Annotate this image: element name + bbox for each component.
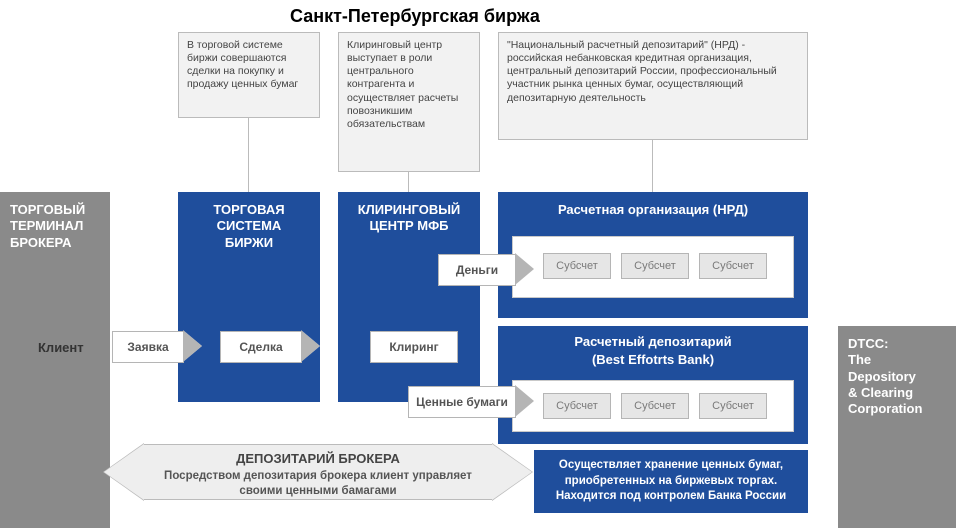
broker-terminal: ТОРГОВЫЙ ТЕРМИНАЛ БРОКЕРА (0, 192, 110, 528)
settlement-depo-inner: Субсчет Субсчет Субсчет (512, 380, 794, 432)
dtcc-l5: Corporation (848, 401, 946, 417)
subaccount-5: Субсчет (621, 393, 689, 419)
dtcc-l4: & Clearing (848, 385, 946, 401)
trading-system-l3: БИРЖИ (184, 235, 314, 251)
broker-terminal-l1: ТОРГОВЫЙ (10, 202, 100, 218)
broker-depository-title: ДЕПОЗИТАРИЙ БРОКЕРА (154, 451, 482, 466)
blue-footer: Осуществляет хранение ценных бумаг, прио… (534, 450, 808, 513)
settlement-depo-title-l2: (Best Effotrts Bank) (498, 352, 808, 374)
connector-3 (652, 140, 653, 192)
deal-arrow: Сделка (220, 331, 302, 363)
connector-1 (248, 118, 249, 192)
deal-arrow-head (302, 331, 320, 361)
double-arrow-right-head (492, 444, 532, 500)
client-label: Клиент (38, 340, 84, 355)
subaccount-3: Субсчет (699, 253, 767, 279)
settlement-depo-title-l1: Расчетный депозитарий (498, 326, 808, 352)
securities-arrow: Ценные бумаги (408, 386, 516, 418)
diagram-title: Санкт-Петербургская биржа (290, 6, 540, 27)
securities-arrow-head (516, 386, 534, 416)
dtcc-l3: Depository (848, 369, 946, 385)
note-nrd: "Национальный расчетный депозитарий" (НР… (498, 32, 808, 140)
broker-depository-text: Посредством депозитария брокера клиент у… (154, 469, 482, 499)
double-arrow-left-head (104, 444, 144, 500)
money-arrow: Деньги (438, 254, 516, 286)
trading-system-box: ТОРГОВАЯ СИСТЕМА БИРЖИ (178, 192, 320, 402)
broker-terminal-l2: ТЕРМИНАЛ (10, 218, 100, 234)
settlement-org-box: Расчетная организация (НРД) Субсчет Субс… (498, 192, 808, 318)
subaccount-6: Субсчет (699, 393, 767, 419)
settlement-org-title: Расчетная организация (НРД) (498, 192, 808, 228)
broker-terminal-l3: БРОКЕРА (10, 235, 100, 251)
clearing-center-box: КЛИРИНГОВЫЙ ЦЕНТР МФБ (338, 192, 480, 402)
money-arrow-head (516, 254, 534, 284)
dtcc-box: DTCC: The Depository & Clearing Corporat… (838, 326, 956, 528)
dtcc-l2: The (848, 352, 946, 368)
clearing-center-l2: ЦЕНТР МФБ (344, 218, 474, 234)
note-trading-system: В торговой системе биржи совершаются сде… (178, 32, 320, 118)
settlement-depo-box: Расчетный депозитарий (Best Effotrts Ban… (498, 326, 808, 444)
note-clearing: Клиринговый центр выступает в роли центр… (338, 32, 480, 172)
dtcc-l1: DTCC: (848, 336, 946, 352)
broker-depository: ДЕПОЗИТАРИЙ БРОКЕРА Посредством депозита… (144, 444, 492, 500)
subaccount-1: Субсчет (543, 253, 611, 279)
clearing-arrow: Клиринг (370, 331, 458, 363)
settlement-org-inner: Субсчет Субсчет Субсчет (512, 236, 794, 298)
clearing-center-l1: КЛИРИНГОВЫЙ (344, 202, 474, 218)
trading-system-l1: ТОРГОВАЯ (184, 202, 314, 218)
order-arrow-head (184, 331, 202, 361)
order-arrow: Заявка (112, 331, 184, 363)
subaccount-4: Субсчет (543, 393, 611, 419)
subaccount-2: Субсчет (621, 253, 689, 279)
trading-system-l2: СИСТЕМА (184, 218, 314, 234)
connector-2 (408, 172, 409, 192)
